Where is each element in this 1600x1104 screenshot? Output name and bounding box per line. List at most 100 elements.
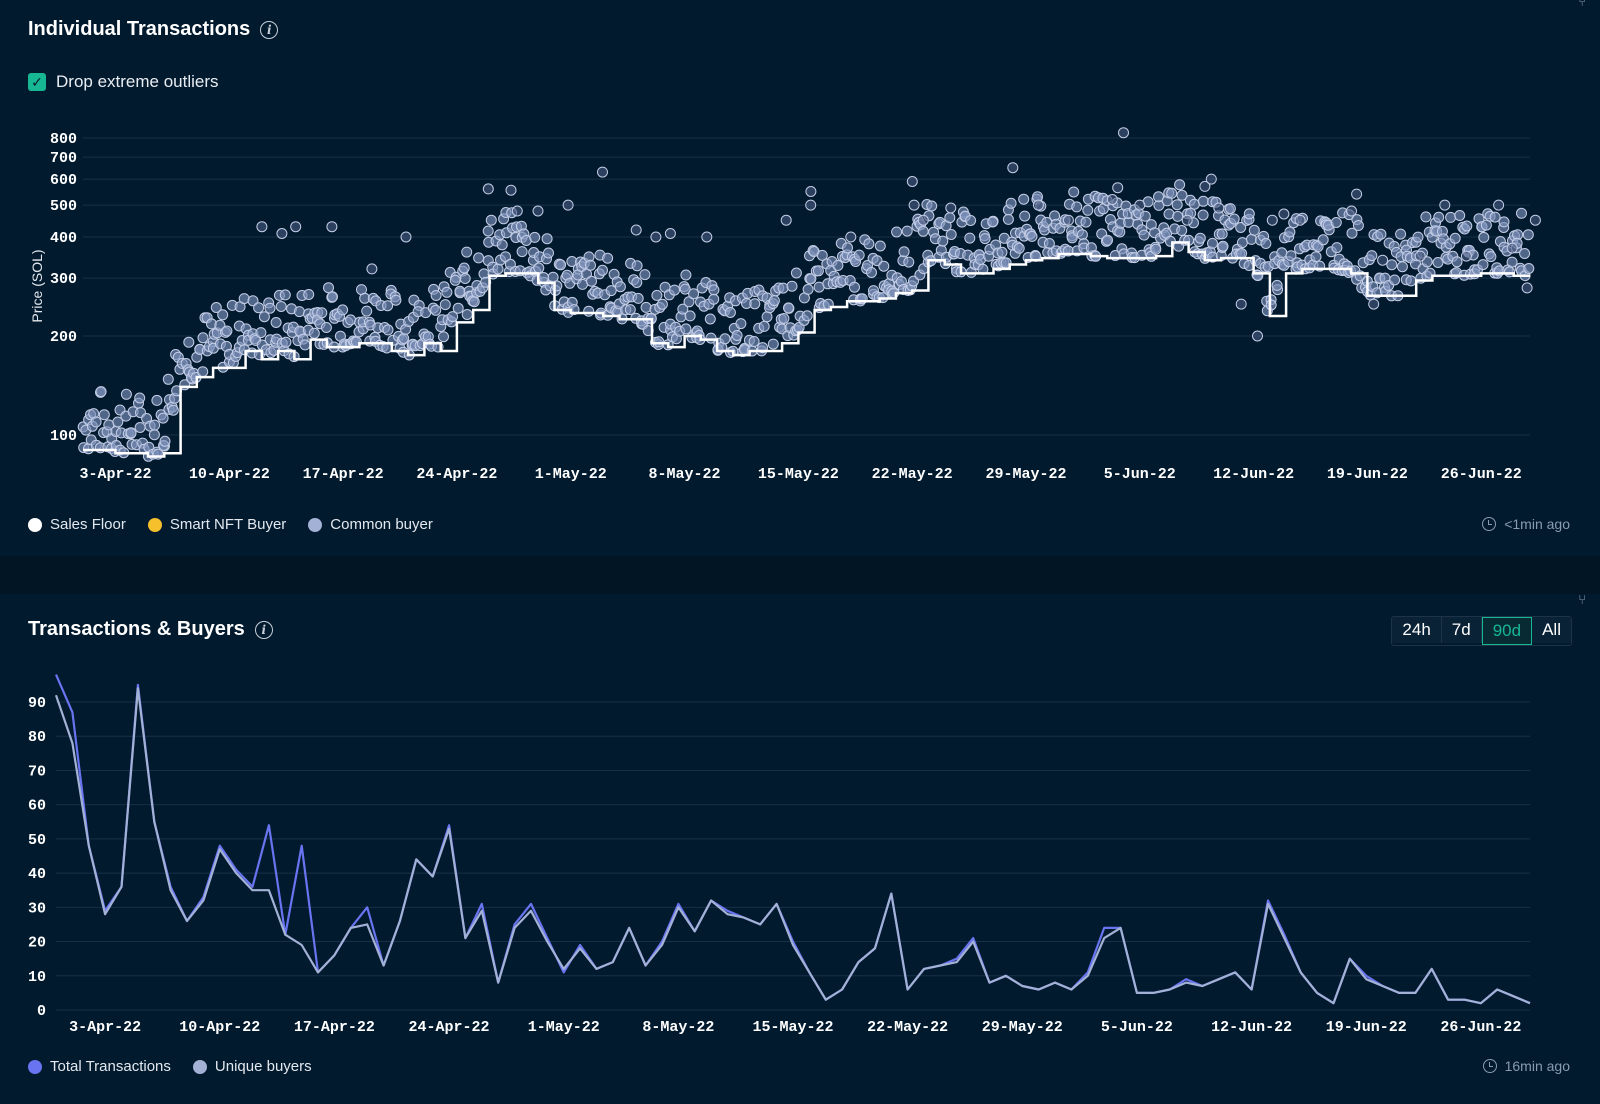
legend-smart-nft-buyer[interactable]: Smart NFT Buyer [147, 516, 286, 533]
common-buyer-point [500, 251, 511, 263]
common-buyer-point [677, 303, 689, 315]
common-buyer-point [134, 422, 146, 433]
common-buyer-point [148, 429, 160, 441]
common-buyer-point [1138, 229, 1150, 241]
panel-gap [0, 556, 1600, 594]
common-buyer-point [280, 336, 292, 348]
common-buyer-point [631, 277, 643, 288]
y-tick-label: 400 [50, 230, 77, 247]
legend-dot-icon [28, 517, 42, 532]
x-tick-label: 1-May-22 [528, 1019, 600, 1036]
common-buyer-point [1421, 256, 1433, 268]
range-90d-button[interactable]: 90d [1481, 617, 1533, 645]
common-buyer-point [832, 260, 844, 271]
common-buyer-point [1310, 251, 1322, 263]
common-buyer-point [323, 282, 334, 294]
common-buyer-point [849, 281, 860, 293]
drop-outliers-toggle[interactable]: ✓ Drop extreme outliers [28, 72, 219, 92]
unique-buyers-line [54, 687, 1531, 1005]
common-buyer-point [778, 313, 790, 324]
range-24h-button[interactable]: 24h [1392, 617, 1442, 643]
y-tick-label: 90 [28, 695, 46, 712]
common-buyer-point [987, 216, 999, 228]
legend-label: Sales Floor [50, 516, 126, 533]
common-buyer-point [1477, 259, 1489, 271]
common-buyer-point [724, 307, 736, 318]
common-buyer-point [543, 247, 554, 259]
common-buyer-point [812, 265, 824, 277]
info-icon[interactable]: i [254, 620, 273, 639]
individual-legend: Sales Floor Smart NFT Buyer Common buyer [28, 516, 433, 533]
range-all-button[interactable]: All [1532, 617, 1571, 643]
x-tick-label: 10-Apr-22 [189, 466, 270, 483]
legend-common-buyer[interactable]: Common buyer [308, 516, 433, 533]
common-buyer-point [780, 214, 792, 226]
common-buyer-point [805, 273, 817, 285]
common-buyer-point [458, 262, 470, 274]
common-buyer-point [917, 214, 929, 226]
common-buyer-point [708, 284, 720, 296]
info-icon[interactable]: i [260, 20, 279, 39]
common-buyer-point [748, 336, 760, 347]
common-buyer-point [1217, 240, 1229, 252]
y-tick-label: 40 [28, 866, 46, 883]
common-buyer-point [1331, 242, 1343, 254]
common-buyer-point [680, 323, 692, 335]
common-buyer-point [1439, 199, 1451, 211]
common-buyer-point [1461, 220, 1473, 232]
x-tick-label: 8-May-22 [642, 1019, 714, 1036]
common-buyer-point [1216, 228, 1228, 240]
x-tick-label: 19-Jun-22 [1326, 1019, 1407, 1036]
legend-dot-icon [308, 517, 323, 532]
common-buyer-point [1352, 220, 1364, 231]
common-buyer-point [382, 300, 394, 312]
common-buyer-point [878, 260, 890, 272]
common-buyer-point [805, 199, 817, 211]
common-buyer-point [439, 299, 451, 311]
common-buyer-point [1112, 182, 1124, 194]
legend-sales-floor[interactable]: Sales Floor [28, 516, 126, 533]
common-buyer-point [656, 298, 668, 310]
common-buyer-point [511, 205, 523, 217]
common-buyer-point [816, 249, 828, 261]
range-7d-button[interactable]: 7d [1441, 617, 1482, 643]
legend-unique-buyers[interactable]: Unique buyers [192, 1058, 312, 1075]
common-buyer-point [361, 305, 373, 317]
common-buyer-point [891, 226, 903, 238]
common-buyer-point [761, 311, 773, 323]
y-tick-label: 0 [37, 1003, 46, 1020]
common-buyer-point [1506, 242, 1518, 254]
common-buyer-point [845, 231, 857, 243]
common-buyer-point [473, 252, 485, 264]
x-tick-label: 1-May-22 [535, 466, 607, 483]
common-buyer-point [704, 313, 716, 325]
fork-icon[interactable]: ⑂ [1578, 592, 1586, 607]
clock-icon [1482, 1059, 1497, 1073]
y-tick-label: 30 [28, 900, 46, 917]
updated-time: <1min ago [1504, 516, 1570, 532]
common-buyer-point [735, 318, 747, 330]
common-buyer-point [308, 327, 320, 339]
common-buyer-point [270, 317, 282, 328]
common-buyer-point [1432, 257, 1444, 268]
common-buyer-point [159, 435, 171, 447]
common-buyer-point [1076, 229, 1088, 241]
common-buyer-point [1375, 228, 1387, 240]
common-buyer-point [221, 325, 233, 337]
checkbox-checked-icon[interactable]: ✓ [28, 73, 46, 91]
common-buyer-point [382, 324, 394, 336]
common-buyer-point [492, 263, 504, 275]
common-buyer-point [1451, 256, 1463, 268]
fork-icon[interactable]: ⑂ [1578, 0, 1586, 9]
common-buyer-point [120, 388, 132, 400]
common-buyer-point [1460, 250, 1472, 262]
common-buyer-point [1007, 162, 1019, 174]
individual-title-row: Individual Transactions i [28, 18, 279, 41]
common-buyer-point [1485, 251, 1497, 263]
common-buyer-point [1199, 180, 1211, 192]
common-buyer-point [1366, 250, 1378, 262]
common-buyer-point [1176, 225, 1188, 236]
common-buyer-point [461, 246, 473, 258]
legend-total-transactions[interactable]: Total Transactions [28, 1058, 171, 1075]
common-buyer-point [1207, 237, 1218, 249]
